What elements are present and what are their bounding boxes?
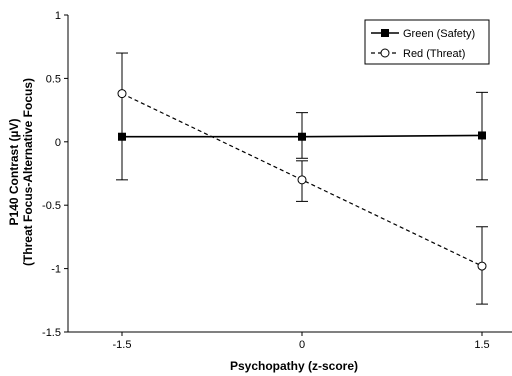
data-point-green bbox=[478, 131, 486, 140]
x-tick-label: 1.5 bbox=[474, 339, 489, 351]
legend-marker-red bbox=[380, 48, 390, 58]
legend: Green (Safety) Red (Threat) bbox=[364, 19, 490, 65]
x-tick-label: -1.5 bbox=[113, 339, 132, 351]
legend-label-red: Red (Threat) bbox=[403, 48, 465, 60]
plot-area bbox=[116, 52, 488, 305]
y-tick-label: -0.5 bbox=[42, 200, 61, 212]
data-point-green bbox=[298, 132, 306, 141]
y-axis-title-line1: P140 Contrast (µV) bbox=[7, 119, 21, 226]
y-tick-label: -1.5 bbox=[42, 327, 61, 339]
axes: 1 0.5 0 -0.5 -1 -1.5 -1.5 0 1.5 bbox=[42, 10, 512, 351]
x-axis-title: Psychopathy (z-score) bbox=[230, 359, 358, 373]
y-tick-label: 0.5 bbox=[46, 73, 61, 85]
y-tick-label: 1 bbox=[55, 10, 61, 22]
data-point-red bbox=[117, 89, 127, 99]
data-point-red bbox=[477, 261, 487, 271]
y-axis-title-line2: (Threat Focus-Alternative Focus) bbox=[21, 78, 35, 266]
y-tick-label: -1 bbox=[51, 264, 61, 276]
x-tick-label: 0 bbox=[299, 339, 305, 351]
y-tick-label: 0 bbox=[55, 137, 61, 149]
legend-label-green: Green (Safety) bbox=[403, 28, 475, 40]
legend-marker-green bbox=[381, 29, 389, 37]
data-point-green bbox=[118, 132, 126, 141]
data-point-red bbox=[297, 175, 307, 185]
